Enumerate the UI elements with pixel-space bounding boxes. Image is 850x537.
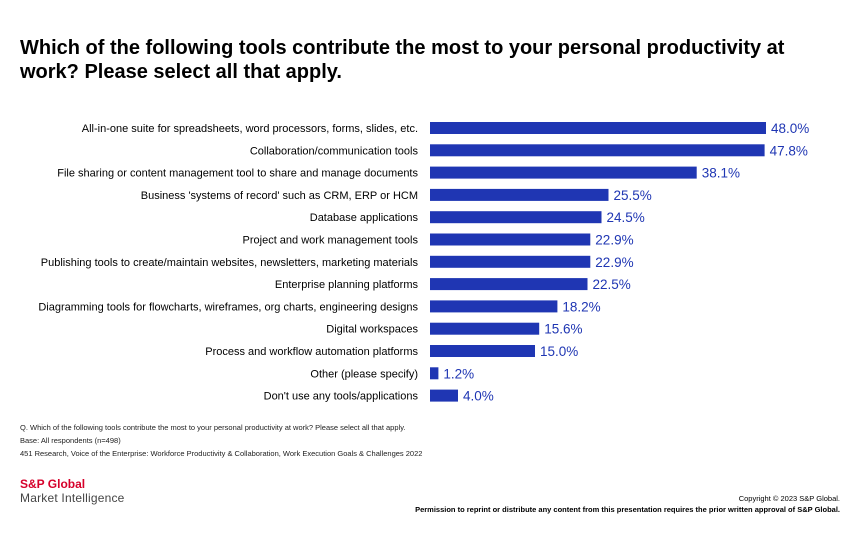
bar <box>430 300 558 313</box>
value-label: 47.8% <box>770 143 808 158</box>
category-label: Collaboration/communication tools <box>250 145 419 157</box>
bar <box>430 233 591 246</box>
category-label: Other (please specify) <box>310 368 418 380</box>
category-label: Diagramming tools for flowcharts, wirefr… <box>38 301 418 313</box>
bar <box>430 255 591 268</box>
bar <box>430 211 602 224</box>
value-label: 22.5% <box>593 277 631 292</box>
footnote-question: Q. Which of the following tools contribu… <box>20 423 406 432</box>
bar-chart: All-in-one suite for spreadsheets, word … <box>38 121 809 404</box>
bar <box>430 122 766 134</box>
value-label: 4.0% <box>463 389 494 404</box>
bars <box>430 122 766 402</box>
value-label: 1.2% <box>443 366 474 381</box>
value-label: 25.5% <box>614 188 652 203</box>
category-label: All-in-one suite for spreadsheets, word … <box>82 123 418 135</box>
bar <box>430 367 439 380</box>
bar <box>430 278 588 291</box>
brand-logo: S&P Global Market Intelligence <box>20 477 125 506</box>
page-title: Which of the following tools contribute … <box>20 37 785 83</box>
permission-line: Permission to reprint or distribute any … <box>415 505 840 514</box>
copyright: Copyright © 2023 S&P Global. Permission … <box>415 493 840 515</box>
bar <box>430 166 697 179</box>
brand-name: S&P Global <box>20 477 86 491</box>
category-labels: All-in-one suite for spreadsheets, word … <box>38 123 418 403</box>
category-label: Don't use any tools/applications <box>264 391 419 403</box>
copyright-line: Copyright © 2023 S&P Global. <box>738 494 840 503</box>
value-label: 22.9% <box>595 233 633 248</box>
footnote-source: 451 Research, Voice of the Enterprise: W… <box>20 449 423 458</box>
brand-subtitle: Market Intelligence <box>20 491 125 505</box>
value-label: 15.6% <box>544 322 582 337</box>
footnote-base: Base: All respondents (n=498) <box>20 436 121 445</box>
bar <box>430 188 609 201</box>
value-label: 24.5% <box>607 210 645 225</box>
value-label: 22.9% <box>595 255 633 270</box>
bar <box>430 144 765 157</box>
bar <box>430 322 540 335</box>
category-label: Publishing tools to create/maintain webs… <box>41 257 419 269</box>
category-label: File sharing or content management tool … <box>57 168 418 180</box>
category-label: Digital workspaces <box>326 324 418 336</box>
value-label: 38.1% <box>702 166 740 181</box>
category-label: Business 'systems of record' such as CRM… <box>141 190 418 202</box>
category-label: Project and work management tools <box>243 235 419 247</box>
category-label: Database applications <box>310 212 419 224</box>
value-label: 18.2% <box>562 299 600 314</box>
category-label: Process and workflow automation platform… <box>205 346 418 358</box>
bar <box>430 345 535 357</box>
bar <box>430 389 458 402</box>
footnotes: Q. Which of the following tools contribu… <box>20 421 620 460</box>
value-label: 48.0% <box>771 121 809 136</box>
value-label: 15.0% <box>540 344 578 359</box>
category-label: Enterprise planning platforms <box>275 279 419 291</box>
value-labels: 48.0% 47.8% 38.1% 25.5% 24.5% 22.9% 22.9% 22.5%… <box>443 121 809 404</box>
